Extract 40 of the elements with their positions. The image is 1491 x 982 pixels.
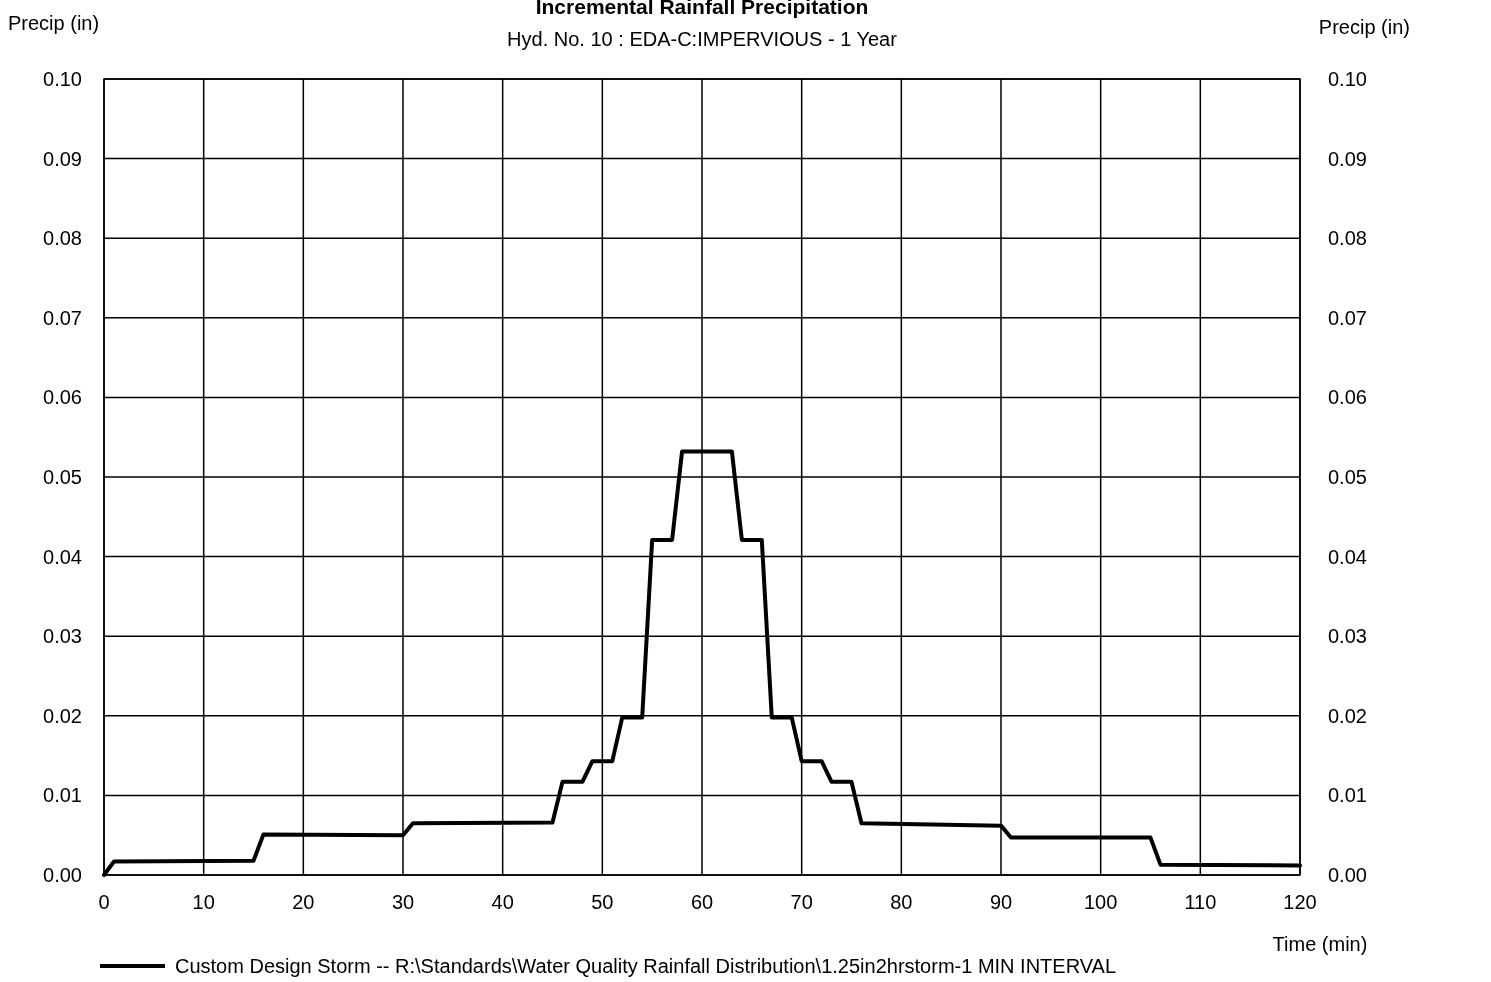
y-tick-label: 0.03 [43, 625, 82, 648]
chart-subtitle: Hyd. No. 10 : EDA-C:IMPERVIOUS - 1 Year [507, 28, 898, 50]
x-tick-label: 0 [98, 891, 110, 913]
y-axis-title: Precip (in) [8, 12, 100, 34]
y-tick-label: 0.09 [43, 147, 82, 170]
y2-tick-label: 0.08 [1328, 227, 1367, 250]
x-tick-label: 80 [890, 891, 913, 913]
y2-tick-label: 0.04 [1328, 545, 1367, 568]
y-tick-label: 0.10 [43, 68, 82, 90]
y2-tick-label: 0.02 [1328, 704, 1367, 727]
y2-axis-title: Precip (in) [1318, 16, 1410, 38]
y-tick-label: 0.07 [43, 306, 82, 329]
y2-tick-label: 0.01 [1328, 784, 1367, 807]
y-tick-label: 0.05 [43, 466, 82, 488]
x-tick-label: 30 [391, 891, 415, 913]
x-tick-label: 120 [1283, 891, 1317, 913]
x-tick-label: 10 [192, 891, 215, 913]
y2-tick-label: 0.06 [1328, 386, 1367, 409]
x-tick-label: 90 [989, 891, 1013, 913]
x-tick-label: 110 [1184, 891, 1217, 913]
y2-tick-label: 0.00 [1328, 864, 1367, 886]
x-axis-title: Time (min) [1272, 933, 1368, 955]
x-tick-label: 50 [591, 891, 614, 913]
x-tick-label: 60 [690, 891, 714, 913]
y-tick-label: 0.06 [43, 386, 82, 409]
y2-tick-label: 0.07 [1328, 306, 1367, 329]
y2-tick-label: 0.03 [1328, 625, 1367, 648]
x-tick-label: 20 [292, 891, 315, 913]
y2-tick-label: 0.09 [1328, 147, 1367, 170]
x-tick-label: 40 [491, 891, 514, 913]
y-tick-label: 0.04 [43, 545, 82, 568]
x-tick-label: 70 [790, 891, 813, 913]
y-tick-label: 0.00 [43, 864, 82, 886]
y-tick-label: 0.02 [43, 704, 82, 727]
x-tick-label: 100 [1083, 891, 1118, 913]
y-tick-label: 0.08 [43, 227, 82, 250]
legend-label: Custom Design Storm -- R:\Standards\Water Quality Rainfall Distribution\1.25in2hrstorm-1 MIN INTERVAL [175, 955, 1117, 977]
y2-tick-label: 0.10 [1328, 68, 1367, 90]
y-tick-label: 0.01 [43, 784, 82, 807]
y2-tick-label: 0.05 [1328, 466, 1367, 488]
